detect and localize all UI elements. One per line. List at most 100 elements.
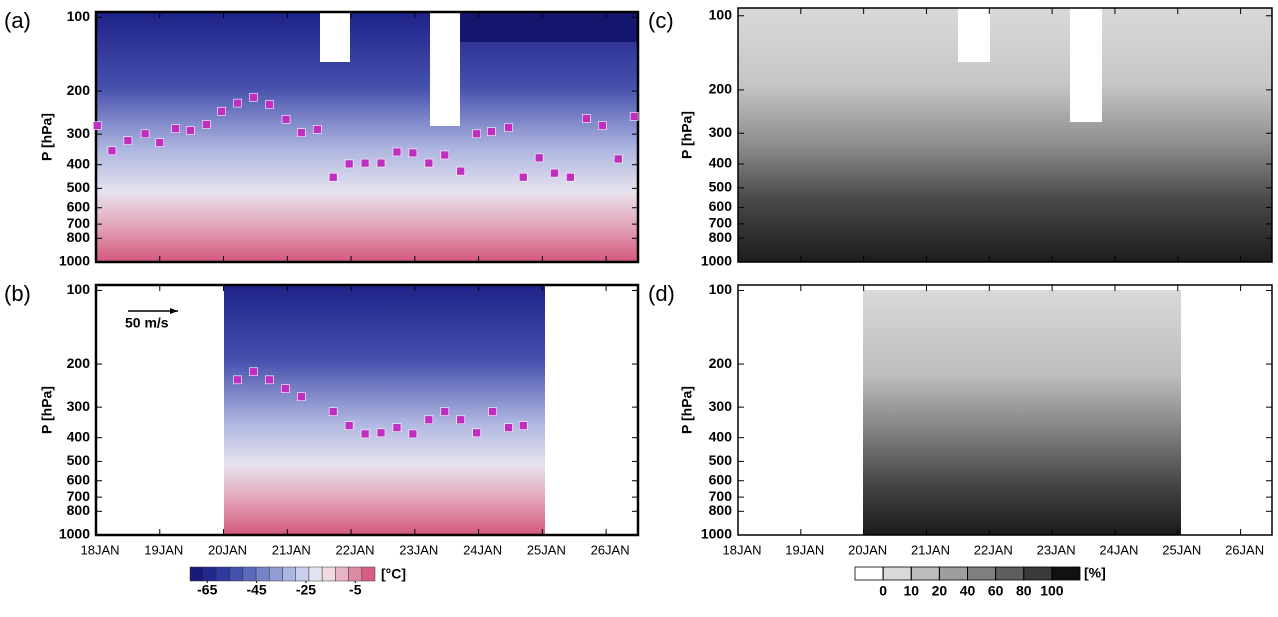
- colorbar-tick-label: 10: [903, 583, 919, 599]
- y-tick-label: 700: [709, 215, 733, 231]
- colorbar-box: [308, 566, 323, 582]
- tropopause-marker: [249, 367, 258, 377]
- tropopause-marker: [613, 154, 623, 164]
- y-tick-label: 400: [67, 428, 91, 444]
- tropopause-marker: [297, 128, 306, 138]
- tropopause-marker: [281, 115, 291, 124]
- tropopause-marker: [629, 112, 639, 121]
- y-tick-label: 300: [67, 398, 91, 414]
- tropopause-marker: [140, 129, 150, 139]
- tropopause-marker: [504, 123, 513, 132]
- tropopause-marker: [504, 423, 513, 432]
- colorbar-box: [242, 566, 257, 582]
- colorbar-tick-label: 20: [932, 583, 948, 599]
- colorbar-tick-label: -5: [349, 582, 362, 598]
- tropopause-marker: [123, 136, 133, 145]
- y-tick-label: 500: [67, 452, 91, 468]
- y-axis-label: P [hPa]: [679, 386, 695, 434]
- y-tick-label: 300: [709, 398, 733, 414]
- y-axis-label: P [hPa]: [679, 111, 695, 159]
- tropopause-marker: [171, 124, 181, 133]
- colorbar-box: [255, 566, 270, 582]
- colorbar-unit: [%]: [1084, 565, 1106, 581]
- tropopause-marker: [233, 98, 242, 108]
- panel-frame: [737, 7, 1273, 263]
- x-tick-label: 18JAN: [722, 542, 761, 557]
- y-tick-label: 600: [709, 198, 733, 214]
- tropopause-marker: [360, 429, 370, 439]
- colorbar-tick-label: 0: [879, 583, 887, 599]
- y-tick-label: 1000: [701, 526, 732, 542]
- tropopause-marker: [107, 146, 117, 156]
- y-tick-label: 100: [709, 281, 733, 297]
- tropopause-marker: [186, 126, 195, 135]
- x-tick-label: 22JAN: [336, 542, 375, 557]
- panel-label: (b): [4, 281, 31, 306]
- colorbar-box: [995, 566, 1025, 581]
- colorbar-box: [1051, 566, 1081, 581]
- tropopause-marker: [265, 100, 274, 109]
- colorbar-box: [216, 566, 230, 582]
- x-tick-label: 23JAN: [1037, 542, 1076, 557]
- cold-region: [460, 12, 638, 42]
- y-tick-label: 400: [709, 428, 733, 444]
- panel-label: (d): [648, 281, 675, 306]
- colorbar-box: [335, 566, 349, 582]
- tropopause-marker: [488, 407, 497, 416]
- tropopause-marker: [265, 375, 274, 385]
- missing-data: [430, 12, 460, 126]
- humidity-shading: [863, 290, 1181, 535]
- y-tick-label: 500: [709, 452, 733, 468]
- tropopause-marker: [550, 168, 559, 178]
- x-tick-label: 21JAN: [272, 542, 311, 557]
- tropopause-marker: [328, 172, 338, 182]
- x-tick-label: 19JAN: [144, 542, 183, 557]
- x-tick-label: 21JAN: [911, 542, 950, 557]
- y-tick-label: 600: [67, 198, 91, 214]
- tropopause-marker: [217, 107, 226, 116]
- temperature-shading: [96, 12, 638, 262]
- missing-data: [320, 12, 350, 62]
- y-tick-label: 100: [709, 6, 733, 22]
- missing-data: [1070, 8, 1102, 122]
- y-tick-label: 800: [709, 502, 733, 518]
- tropopause-marker: [376, 158, 386, 168]
- colorbar-box: [938, 566, 968, 581]
- tropopause-marker: [392, 423, 402, 432]
- tropopause-marker: [312, 125, 322, 134]
- colorbar-box: [1023, 566, 1053, 581]
- y-tick-label: 800: [709, 229, 733, 245]
- y-tick-label: 400: [709, 155, 733, 171]
- y-axis-label: P [hPa]: [39, 113, 55, 161]
- x-tick-label: 25JAN: [527, 542, 566, 557]
- tropopause-marker: [297, 392, 306, 402]
- colorbar-tick-label: 80: [1016, 583, 1032, 599]
- tropopause-marker: [233, 375, 242, 385]
- y-tick-label: 500: [709, 179, 733, 195]
- y-tick-label: 1000: [701, 253, 732, 269]
- y-tick-label: 100: [67, 8, 91, 24]
- colorbar-tick-label: 60: [988, 583, 1004, 599]
- y-tick-label: 500: [67, 179, 91, 195]
- x-tick-label: 20JAN: [208, 542, 247, 557]
- colorbar-box: [361, 566, 376, 582]
- tropopause-marker: [360, 158, 370, 168]
- colorbar-box: [295, 566, 310, 582]
- tropopause-marker: [518, 172, 528, 182]
- tropopause-marker: [597, 121, 607, 130]
- tropopause-marker: [328, 407, 338, 416]
- tropopause-marker: [440, 407, 450, 416]
- tropopause-marker: [281, 384, 290, 393]
- y-tick-label: 400: [67, 155, 91, 171]
- x-tick-label: 20JAN: [848, 542, 887, 557]
- y-tick-label: 700: [67, 215, 91, 231]
- panel-label: (a): [4, 8, 31, 33]
- y-tick-label: 200: [709, 81, 733, 97]
- y-tick-label: 700: [67, 488, 91, 504]
- panel-frame: [94, 10, 640, 264]
- y-tick-label: 200: [709, 355, 733, 371]
- colorbar-box: [229, 566, 244, 582]
- colorbar-box: [348, 566, 363, 582]
- panel-frame: [737, 284, 1273, 536]
